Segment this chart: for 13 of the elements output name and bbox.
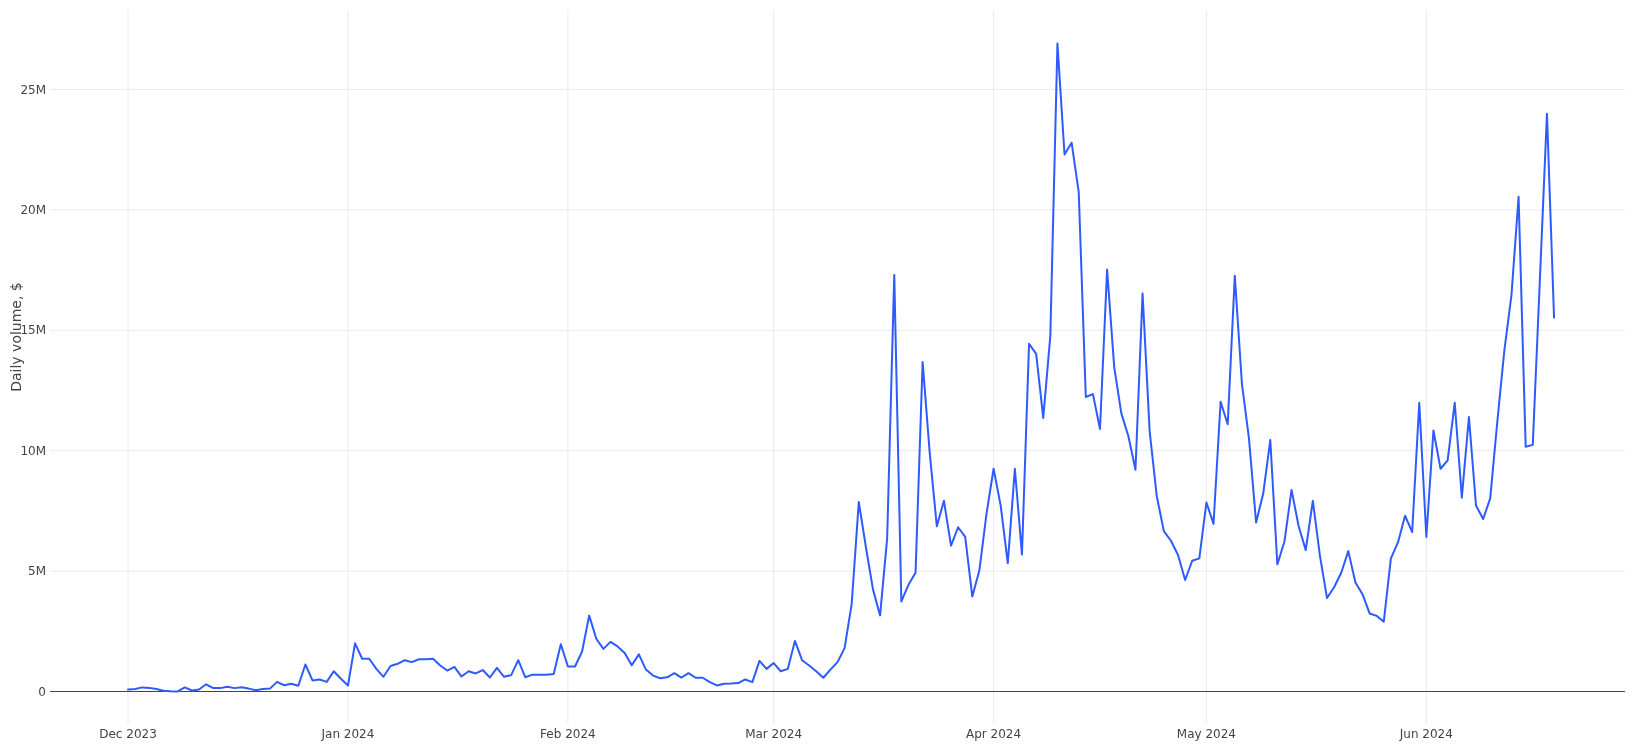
x-tick-label: Feb 2024: [540, 727, 596, 741]
y-tick-label: 25M: [20, 82, 46, 97]
x-tick-label: Jan 2024: [320, 727, 375, 741]
y-tick-label: 10M: [20, 443, 46, 458]
x-tick-label: Mar 2024: [745, 727, 803, 741]
y-tick-label: 20M: [20, 203, 46, 218]
x-tick-label: Jun 2024: [1398, 727, 1453, 741]
x-tick-label: Dec 2023: [99, 727, 157, 741]
line-series: [127, 42, 1556, 693]
y-tick-label: 0: [38, 684, 46, 699]
x-tick-label: Apr 2024: [966, 727, 1022, 741]
y-tick-label: 5M: [28, 564, 46, 579]
x-tick-label: May 2024: [1176, 727, 1236, 741]
